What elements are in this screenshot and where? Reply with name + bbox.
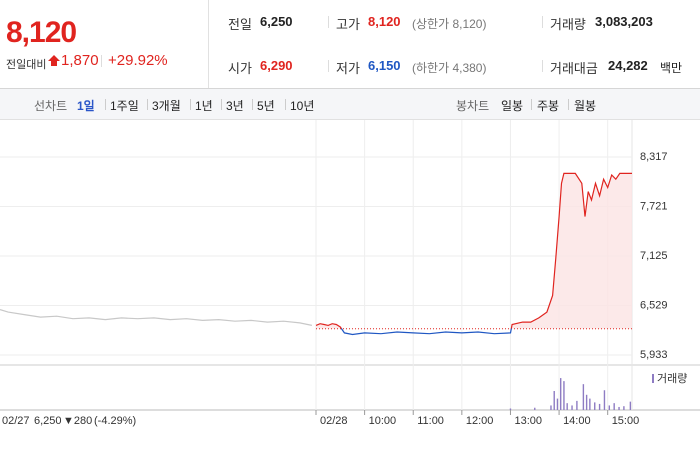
footer-change: ▼280	[63, 415, 92, 427]
volume-bar	[534, 407, 536, 410]
divider	[147, 99, 148, 110]
price: 8,120	[6, 16, 77, 49]
info-note: 백만	[660, 61, 683, 75]
tab[interactable]: 3개월	[152, 99, 181, 113]
divider	[190, 99, 191, 110]
volume-bar	[603, 390, 606, 410]
up-arrow	[48, 55, 60, 66]
footer-date: 02/27	[2, 415, 30, 427]
volume-bar	[563, 381, 565, 410]
volume-bar	[556, 398, 559, 410]
y-tick-label: 8,317	[640, 151, 668, 163]
volume-bar	[608, 405, 611, 410]
area	[316, 173, 632, 329]
info-label: 전일	[228, 17, 252, 32]
volume-bar	[629, 401, 632, 410]
footer-close: 6,250	[34, 415, 62, 427]
divider	[542, 60, 543, 72]
divider	[531, 99, 532, 110]
volume-bar	[589, 398, 591, 410]
legend-swatch	[652, 374, 654, 383]
x-tick-label: 11:00	[417, 415, 444, 427]
volume-bar	[566, 403, 568, 410]
x-tick-label: 15:00	[612, 415, 640, 427]
info-value: 8,120	[368, 14, 401, 29]
y-tick-label: 7,721	[640, 200, 668, 212]
tab-group-label: 선차트	[34, 99, 68, 113]
y-tick-label: 5,933	[640, 349, 668, 361]
tab[interactable]: 3년	[226, 99, 244, 113]
change-label: 전일대비	[6, 59, 47, 71]
x-tick-label: 10:00	[369, 415, 397, 427]
divider	[101, 55, 102, 67]
info-label: 고가	[336, 17, 360, 32]
x-tick-label: 12:00	[466, 415, 494, 427]
y-tick-label: 7,125	[640, 250, 668, 262]
divider	[328, 60, 329, 72]
info-value: 6,250	[260, 14, 293, 29]
tab[interactable]: 주봉	[537, 99, 560, 113]
volume-bar	[553, 391, 555, 410]
x-tick-label: 13:00	[514, 415, 542, 427]
info-value: 6,150	[368, 58, 401, 73]
tab[interactable]: 5년	[257, 99, 275, 113]
divider	[328, 16, 329, 28]
volume-bar	[623, 406, 625, 410]
volume-bar	[585, 394, 588, 410]
line	[0, 309, 313, 326]
tab[interactable]: 일봉	[501, 99, 524, 113]
volume-bar	[618, 406, 620, 410]
info-value: 24,282	[608, 58, 648, 73]
volume-bar	[613, 403, 615, 410]
line	[315, 172, 632, 336]
info-label: 거래량	[550, 17, 586, 32]
info-label: 저가	[336, 61, 360, 76]
x-tick-label: 14:00	[563, 415, 591, 427]
divider	[542, 16, 543, 28]
volume-bar	[571, 405, 573, 410]
volume-bar	[594, 402, 596, 410]
tab-bar: 선차트 1일 1주일 3개월 1년 3년 5년 10년 봉차트 일봉 주봉 월봉	[0, 89, 700, 120]
change: 1,870	[61, 52, 99, 69]
info-label: 시가	[228, 61, 252, 76]
tab[interactable]: 1년	[195, 99, 213, 113]
info-note: (하한가 4,380)	[412, 61, 487, 75]
tab[interactable]: 월봉	[574, 99, 597, 113]
legend-label: 거래량	[657, 372, 687, 385]
divider	[252, 99, 253, 110]
info-label: 거래대금	[550, 61, 598, 76]
footer-pct: (-4.29%)	[94, 415, 136, 427]
volume-bar	[582, 384, 585, 410]
tab[interactable]: 1주일	[110, 99, 139, 113]
divider	[105, 99, 106, 110]
volume-bar	[576, 400, 578, 410]
chart: 8,317 7,721 7,125 6,529 5,933 02/28 10:00 11:00…	[0, 120, 700, 427]
info-note: (상한가 8,120)	[412, 17, 487, 31]
divider	[221, 99, 222, 110]
info-value: 6,290	[260, 58, 293, 73]
tab[interactable]: 1일	[77, 99, 95, 113]
volume-bar	[598, 403, 601, 410]
divider	[208, 0, 209, 88]
volume-bar	[509, 408, 512, 410]
volume-bar	[550, 405, 552, 410]
y-tick-label: 6,529	[640, 299, 668, 311]
divider	[568, 99, 569, 110]
info-value: 3,083,203	[595, 14, 653, 29]
tab-group-label: 봉차트	[456, 99, 490, 113]
divider	[285, 99, 286, 110]
volume-bar	[559, 378, 562, 410]
tab[interactable]: 10년	[290, 99, 315, 113]
x-tick-label: 02/28	[320, 415, 348, 427]
change-pct: +29.92%	[108, 52, 168, 69]
header: 8,120 전일대비 1,870 +29.92% 전일 6,250 고가 8,120 (…	[0, 0, 700, 89]
